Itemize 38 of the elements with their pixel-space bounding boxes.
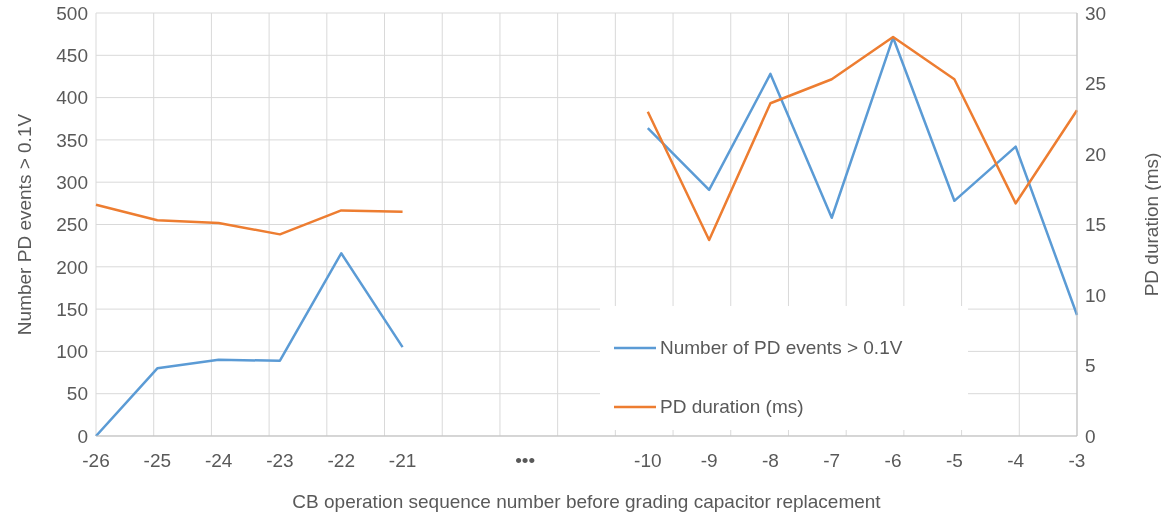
y2-tick-label: 0 bbox=[1085, 425, 1096, 447]
x-tick-label: -7 bbox=[823, 450, 841, 472]
y-axis-title: Number PD events > 0.1V bbox=[13, 113, 35, 336]
y-tick-label: 50 bbox=[66, 383, 88, 405]
y-tick-label: 100 bbox=[56, 341, 88, 363]
y-tick-label: 300 bbox=[56, 171, 88, 193]
y-tick-label: 350 bbox=[56, 129, 88, 151]
y2-tick-label: 15 bbox=[1085, 214, 1107, 236]
x-tick-label: ••• bbox=[515, 450, 536, 472]
y-tick-label: 400 bbox=[56, 87, 88, 109]
x-tick-label: -21 bbox=[388, 450, 417, 472]
x-tick-label: -3 bbox=[1068, 450, 1086, 472]
x-tick-label: -6 bbox=[884, 450, 902, 472]
y2-tick-label: 30 bbox=[1085, 2, 1107, 24]
x-tick-label: -25 bbox=[143, 450, 172, 472]
x-tick-label: -5 bbox=[945, 450, 963, 472]
y-tick-label: 150 bbox=[56, 298, 88, 320]
x-tick-label: -22 bbox=[327, 450, 355, 472]
y2-tick-label: 10 bbox=[1085, 284, 1107, 306]
y-tick-label: 200 bbox=[56, 256, 88, 278]
y2-tick-label: 20 bbox=[1085, 143, 1107, 165]
x-tick-label: -10 bbox=[634, 450, 662, 472]
x-tick-label: -8 bbox=[761, 450, 779, 472]
y-tick-label: 0 bbox=[77, 425, 88, 447]
legend-label: Number of PD events > 0.1V bbox=[660, 336, 903, 359]
x-tick-label: -23 bbox=[266, 450, 294, 472]
y2-axis-title: PD duration (ms) bbox=[1140, 152, 1161, 297]
x-tick-label: -24 bbox=[204, 450, 233, 472]
legend-label: PD duration (ms) bbox=[660, 395, 804, 418]
y-tick-label: 500 bbox=[56, 2, 88, 24]
y-tick-label: 450 bbox=[56, 45, 88, 67]
x-tick-label: -26 bbox=[82, 450, 110, 472]
x-tick-label: -9 bbox=[700, 450, 718, 472]
x-tick-label: -4 bbox=[1007, 450, 1025, 472]
y2-tick-label: 25 bbox=[1085, 73, 1107, 95]
x-axis-title: CB operation sequence number before grading capacitor replacement bbox=[292, 491, 882, 512]
y-tick-label: 250 bbox=[56, 214, 88, 236]
y2-tick-label: 5 bbox=[1085, 355, 1096, 377]
